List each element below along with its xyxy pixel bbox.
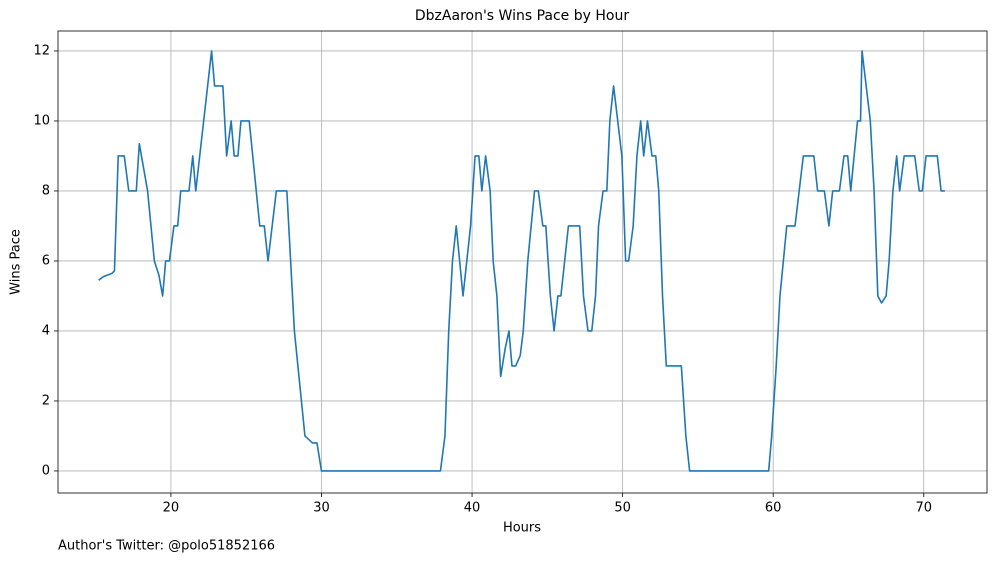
- annotation: Author's Twitter: @polo51852166: [58, 539, 275, 554]
- data-line: [98, 50, 945, 472]
- x-axis-label: Hours: [503, 521, 541, 536]
- y-tick-label: 6: [42, 253, 50, 268]
- x-tick-label: 50: [614, 501, 631, 516]
- y-tick-label: 8: [42, 183, 50, 198]
- y-tick-label: 10: [33, 113, 50, 128]
- y-tick-label: 2: [42, 393, 50, 408]
- y-tick-label: 4: [42, 323, 50, 338]
- chart-title: DbzAaron's Wins Pace by Hour: [415, 8, 629, 24]
- y-tick-label: 12: [33, 43, 50, 58]
- x-tick-label: 20: [163, 501, 180, 516]
- x-tick-label: 40: [464, 501, 481, 516]
- y-axis-label: Wins Pace: [9, 229, 24, 295]
- y-tick-label: 0: [42, 463, 50, 478]
- x-tick-label: 60: [765, 501, 782, 516]
- plot-frame: [57, 30, 988, 494]
- x-tick-label: 30: [313, 501, 330, 516]
- x-tick-label: 70: [915, 501, 932, 516]
